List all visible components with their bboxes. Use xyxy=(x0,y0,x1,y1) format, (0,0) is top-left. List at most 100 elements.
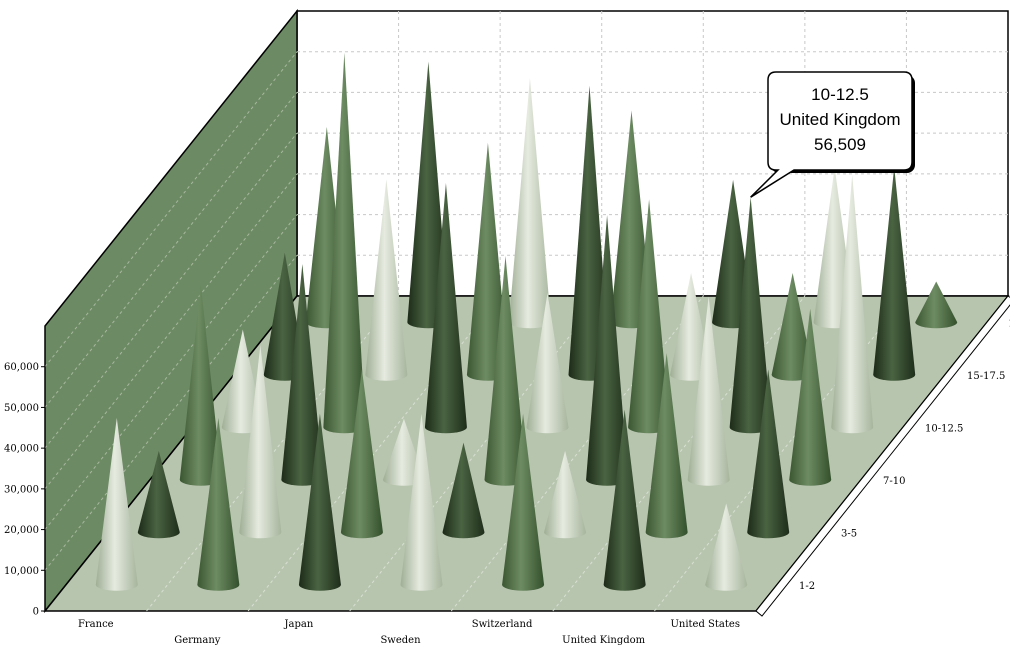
cone-sweden-1-2 xyxy=(400,413,443,591)
cone-body xyxy=(747,369,790,539)
z-tick-label: 15-17.5 xyxy=(967,371,1005,382)
y-tick-label: 50,000 xyxy=(4,403,39,414)
x-tick-label-united-states: United States xyxy=(670,619,739,630)
gridline-side xyxy=(44,92,298,408)
gridline-side xyxy=(44,214,298,530)
cone-france-7-10 xyxy=(179,284,222,486)
cone-body xyxy=(484,255,527,486)
cone-united-kingdom-7-10 xyxy=(687,296,730,486)
gridline-side xyxy=(44,254,298,571)
cone-united-states-3-5 xyxy=(747,369,790,539)
cone-body xyxy=(502,413,545,591)
cone-germany-3-5 xyxy=(239,344,282,539)
z-tick-label: 7-10 xyxy=(883,476,905,487)
cone-united-states-7-10 xyxy=(789,308,832,486)
cone-united-states-20-2 xyxy=(915,281,958,329)
cone-body xyxy=(442,442,485,539)
cone-france-3-5 xyxy=(137,450,180,539)
z-tick-label: 3-5 xyxy=(841,528,857,539)
cone-france-1-2 xyxy=(95,417,138,591)
y-tick-label: 0 xyxy=(33,607,39,618)
cone-body xyxy=(365,179,408,381)
x-tick-label-sweden: Sweden xyxy=(380,635,421,645)
cone-japan-10-12-5 xyxy=(424,182,467,434)
y-tick-label: 40,000 xyxy=(4,444,39,455)
cone-switzerland-10-12-5 xyxy=(628,199,671,434)
cone-body xyxy=(239,344,282,539)
x-tick-label-germany: Germany xyxy=(174,635,221,645)
cone-united-kingdom-10-12-5 xyxy=(729,197,772,434)
y-tick-label: 20,000 xyxy=(4,525,39,536)
y-tick-label: 60,000 xyxy=(4,362,39,373)
cone-japan-1-2 xyxy=(298,413,341,591)
cone-sweden-7-10 xyxy=(484,255,527,486)
cone-germany-10-12-5 xyxy=(323,52,366,434)
cone-switzerland-1-2 xyxy=(502,413,545,591)
cone-japan-20-2 xyxy=(508,77,551,329)
cone-sweden-10-12-5 xyxy=(526,292,569,434)
cone-body xyxy=(95,417,138,591)
cone-japan-7-10 xyxy=(382,418,425,486)
tooltip-box xyxy=(750,71,913,198)
x-tick-label-france: France xyxy=(78,619,114,630)
cone-germany-20-2 xyxy=(407,61,450,329)
cone-body xyxy=(323,52,366,434)
floor-edge xyxy=(755,295,1010,617)
y-tick-label: 30,000 xyxy=(4,484,39,495)
tooltip-line: 10-12.5 xyxy=(811,85,869,104)
cone-body xyxy=(508,77,551,329)
cone-body xyxy=(544,450,587,539)
cone-sweden-20-2 xyxy=(610,110,653,329)
x-tick-label-switzerland: Switzerland xyxy=(472,619,533,630)
x-tick-label-united-kingdom: United Kingdom xyxy=(562,635,646,645)
cone-body xyxy=(610,110,653,329)
gridline-side xyxy=(44,173,298,490)
cone-sweden-3-5 xyxy=(442,442,485,539)
cone-body xyxy=(197,417,240,591)
cone-body xyxy=(179,284,222,486)
cone-body xyxy=(687,296,730,486)
cone-body xyxy=(771,272,814,381)
cone-body xyxy=(466,142,509,381)
cone-body xyxy=(873,167,916,381)
cone-united-states-15-17-5 xyxy=(873,167,916,381)
cone-body xyxy=(221,329,264,434)
cone-switzerland-7-10 xyxy=(586,215,629,486)
cone-body xyxy=(281,263,324,486)
cone-body xyxy=(603,409,646,591)
cone-body xyxy=(137,450,180,539)
cone-germany-1-2 xyxy=(197,417,240,591)
cone-body xyxy=(831,174,874,434)
cone-body xyxy=(407,61,450,329)
cone-united-states-1-2 xyxy=(705,503,748,591)
cone-body xyxy=(705,503,748,591)
tooltip-line: United Kingdom xyxy=(780,110,901,129)
cone-japan-15-17-5 xyxy=(466,142,509,381)
x-tick-label-japan: Japan xyxy=(284,619,314,630)
cone-united-kingdom-1-2 xyxy=(603,409,646,591)
cone-body xyxy=(424,182,467,434)
cone-body xyxy=(382,418,425,486)
gridline-side xyxy=(44,51,298,368)
cone-body xyxy=(915,281,958,329)
gridline-side xyxy=(44,132,298,449)
tooltip-line: 56,509 xyxy=(814,135,866,154)
cone-united-states-10-12-5 xyxy=(831,174,874,434)
cone-switzerland-15-17-5 xyxy=(670,272,713,381)
cone-body xyxy=(400,413,443,591)
cone-body xyxy=(628,199,671,434)
cone-body xyxy=(729,197,772,434)
cone-united-kingdom-15-17-5 xyxy=(771,272,814,381)
cone-japan-3-5 xyxy=(340,369,383,539)
cone-germany-7-10 xyxy=(281,263,324,486)
z-tick-label: 1-2 xyxy=(799,581,815,592)
cone-body xyxy=(645,353,688,539)
cone-germany-15-17-5 xyxy=(365,179,408,381)
z-tick-label: 10-12.5 xyxy=(925,423,963,434)
cone-body xyxy=(586,215,629,486)
cone-body xyxy=(789,308,832,486)
cone-body xyxy=(526,292,569,434)
y-tick-label: 10,000 xyxy=(4,566,39,577)
